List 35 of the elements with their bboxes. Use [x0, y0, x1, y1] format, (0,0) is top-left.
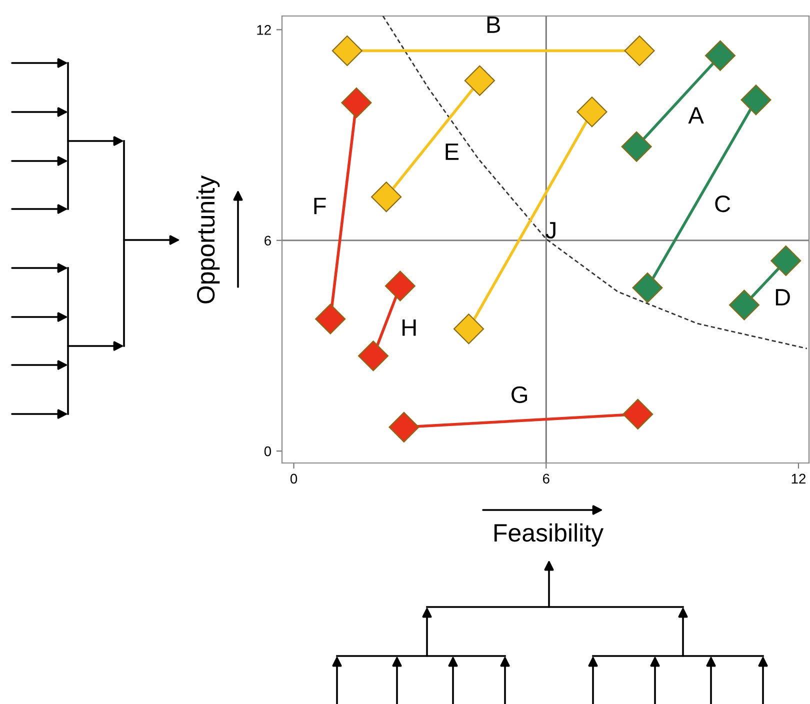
point — [704, 40, 736, 71]
point — [341, 87, 372, 118]
line-series — [382, 16, 808, 350]
point — [576, 96, 608, 128]
series-label: E — [446, 144, 459, 160]
x-tick-label: 0 — [290, 474, 298, 484]
y-tick-label: 6 — [264, 236, 271, 246]
series-label: B — [487, 16, 500, 33]
point — [464, 65, 495, 96]
point — [621, 131, 652, 162]
point — [371, 182, 402, 212]
y-axis-title: Opportunity — [196, 175, 220, 304]
point — [384, 270, 416, 302]
point — [624, 35, 655, 66]
point — [632, 272, 663, 304]
point — [388, 412, 420, 442]
series-label: C — [715, 195, 730, 212]
y-tick-label: 12 — [257, 25, 271, 35]
point — [332, 35, 362, 66]
point — [622, 398, 654, 430]
x-tick-label: 6 — [542, 474, 550, 484]
point — [770, 245, 802, 276]
series-label: H — [402, 319, 416, 336]
x-tick-label: 12 — [792, 474, 806, 484]
series-label: F — [314, 198, 326, 214]
series-label: G — [512, 386, 527, 404]
point — [740, 84, 772, 116]
x-axis-title: Feasibility — [494, 523, 604, 547]
y-tick-label: 0 — [264, 446, 272, 456]
point — [453, 314, 484, 344]
series-label: A — [688, 107, 704, 124]
series-label: D — [776, 289, 790, 306]
point — [358, 340, 389, 372]
point — [728, 290, 760, 320]
point — [315, 304, 346, 334]
